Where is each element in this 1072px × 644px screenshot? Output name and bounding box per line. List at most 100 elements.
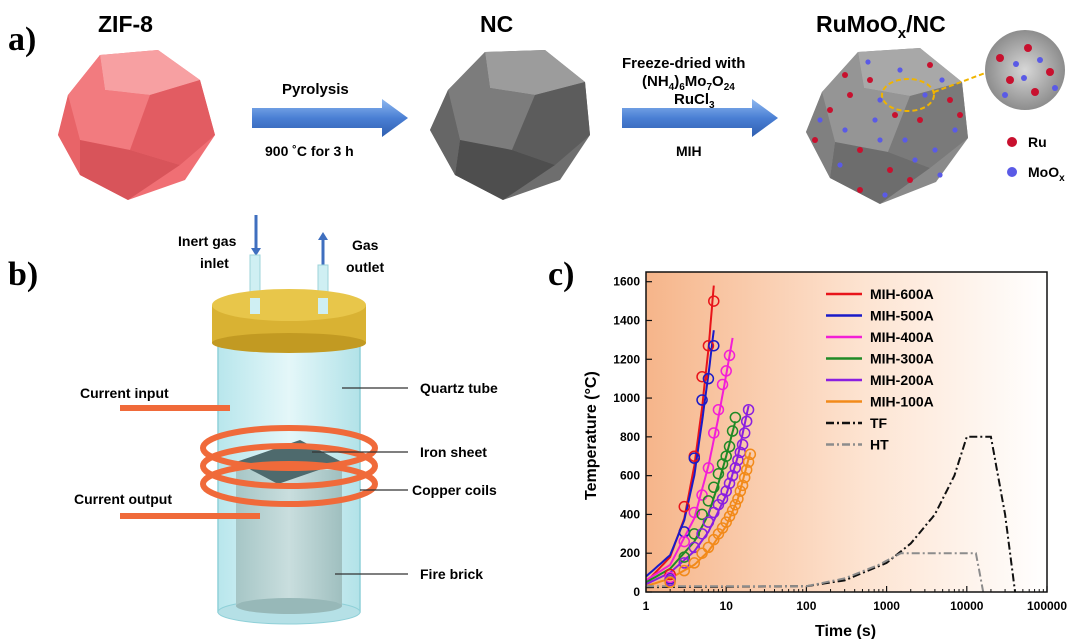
moox-particle [912, 157, 918, 163]
data-point-mih-500a [696, 394, 708, 406]
current-output-label: Current output [74, 491, 172, 507]
data-point-mih-100a [740, 464, 753, 476]
inert-gas-inlet-label: Inert gas [178, 233, 237, 249]
data-point-mih-400a [712, 403, 725, 416]
data-point-mih-600a [664, 568, 676, 581]
rucl3-label: RuCl3 [674, 91, 715, 111]
data-point-mih-400a [708, 427, 720, 439]
legend-label-6: TF [870, 415, 888, 431]
moox-particle [872, 117, 878, 123]
data-point-mih-100a [720, 516, 732, 528]
ru-particle [857, 147, 863, 153]
data-point-mih-200a [726, 469, 739, 482]
data-point-mih-500a [702, 372, 715, 385]
y-tick-label-4: 800 [620, 430, 640, 444]
data-point-mih-400a [720, 365, 732, 377]
data-point-mih-300a [720, 450, 732, 462]
moox-legend-label: MoOx [1028, 164, 1065, 184]
data-point-mih-200a [740, 415, 753, 428]
data-point-mih-200a [702, 516, 715, 528]
panel-a: a) ZIF-8 Pyrolysis 900 ˚C for 3 h NC [8, 11, 1065, 204]
data-point-mih-100a [734, 485, 747, 497]
data-point-mih-100a [729, 498, 742, 511]
legend-label-3: MIH-300A [870, 351, 934, 367]
y-tick-label-5: 1000 [613, 391, 640, 405]
x-tick-label-2: 100 [796, 599, 816, 613]
panel-b-letter: b) [8, 256, 38, 293]
data-point-mih-300a [696, 508, 708, 521]
product-polyhedron [806, 48, 989, 204]
legend-label-1: MIH-500A [870, 308, 934, 324]
series-line-mih-400a [646, 337, 734, 582]
y-tick-label-7: 1400 [613, 313, 640, 327]
moox-particle [877, 97, 883, 103]
ru-particle [947, 97, 953, 103]
data-point-mih-100a [678, 564, 691, 577]
moox-particle [902, 137, 908, 143]
y-tick-label-8: 1600 [613, 275, 640, 289]
nc-title: NC [480, 11, 513, 37]
legend-label-5: MIH-100A [870, 394, 934, 410]
data-point-mih-100a [712, 528, 725, 540]
data-point-mih-400a [702, 462, 715, 474]
data-point-mih-300a [688, 528, 701, 540]
data-point-mih-600a [708, 295, 720, 307]
ru-particle [857, 187, 863, 193]
current-input-label: Current input [80, 385, 169, 401]
nanoparticle-dots [812, 59, 963, 198]
series-line-mih-600a [646, 285, 715, 583]
data-point-mih-100a [736, 479, 749, 492]
panel-a-letter: a) [8, 21, 36, 58]
moox-particle [897, 67, 903, 73]
x-tick-label-3: 1000 [873, 599, 900, 613]
data-point-mih-200a [696, 528, 708, 540]
gas-outlet-label: Gas [352, 237, 379, 253]
data-point-mih-300a [712, 467, 725, 480]
data-point-mih-200a [736, 438, 749, 451]
data-point-mih-400a [716, 378, 729, 391]
data-point-mih-200a [723, 477, 736, 490]
zoom-region-marker [881, 78, 935, 112]
fire-brick-label: Fire brick [420, 566, 483, 582]
ru-particle [892, 112, 898, 118]
chart-legend: MIH-600A MIH-500A MIH-400A MIH-300A MIH-200A… [826, 286, 934, 453]
data-point-mih-400a [723, 349, 736, 362]
data-point-mih-200a [732, 454, 744, 466]
pyrolysis-label: Pyrolysis [282, 81, 349, 98]
data-point-mih-100a [738, 471, 751, 484]
y-tick-label-6: 1200 [613, 352, 640, 366]
ammonium-molybdate-label: (NH4)6Mo7O24 [642, 73, 735, 93]
data-point-mih-100a [696, 547, 708, 559]
y-tick-label-1: 200 [620, 546, 640, 560]
data-point-mih-200a [738, 427, 751, 439]
data-point-mih-300a [723, 440, 736, 453]
data-point-mih-100a [732, 493, 744, 505]
legend-label-4: MIH-200A [870, 372, 934, 388]
data-point-mih-100a [702, 541, 715, 554]
moox-particle [922, 92, 928, 98]
ru-particle [827, 107, 833, 113]
plot-background [646, 272, 1047, 592]
data-point-mih-100a [742, 456, 755, 468]
series-line-mih-100a [646, 452, 752, 588]
ru-legend-label: Ru [1028, 134, 1047, 150]
moox-particle [932, 147, 938, 153]
y-tick-label-2: 400 [620, 507, 640, 521]
pyrolysis-arrow [252, 99, 408, 137]
moox-particle [877, 137, 883, 143]
product-title: RuMoOx/NC [816, 11, 946, 42]
tube-cap-top [212, 289, 366, 321]
y-tick-label-0: 0 [633, 585, 640, 599]
data-point-mih-100a [723, 510, 736, 523]
zif8-polyhedron [58, 50, 215, 200]
ru-legend-dot [1007, 137, 1017, 147]
moox-legend-dot [1007, 167, 1017, 177]
copper-coils-label: Copper coils [412, 482, 497, 498]
ru-particle [927, 62, 933, 68]
data-point-mih-400a [664, 571, 676, 584]
legend-label-7: HT [870, 437, 889, 453]
moox-particle [939, 77, 945, 83]
gas-outlet-label-2: outlet [346, 259, 384, 275]
data-point-mih-400a [696, 489, 708, 501]
series-line-ht [646, 552, 985, 592]
